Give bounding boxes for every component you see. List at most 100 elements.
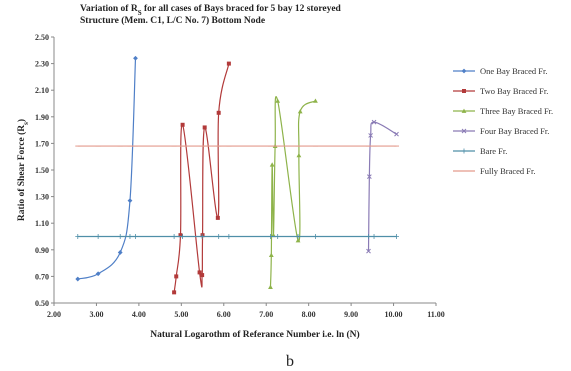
data-point [132, 234, 138, 239]
data-point [202, 125, 207, 130]
data-point [275, 98, 281, 103]
data-point [268, 252, 274, 258]
data-point [133, 55, 138, 61]
data-point [197, 270, 202, 275]
y-label-text: Ratio of Shear Force (R [16, 125, 27, 221]
y-tick-label: 0.90 [35, 246, 49, 255]
series-3 [366, 119, 399, 254]
data-point [127, 198, 133, 203]
legend-swatch-marker [462, 89, 466, 93]
x-axis-ticks: 2.00 3.00 4.00 5.00 6.00 7.00 8.00 9.00 10.00 11.… [47, 303, 445, 319]
series-1 [172, 61, 231, 295]
data-point [199, 234, 205, 239]
data-point [367, 174, 372, 180]
data-point [178, 233, 183, 238]
data-point [171, 234, 177, 239]
y-tick-label: 1.90 [35, 113, 49, 122]
legend-label: Bare Fr. [480, 146, 507, 156]
y-tick-label: 1.70 [35, 139, 49, 148]
data-point [200, 273, 205, 278]
legend: One Bay Braced Fr. Two Bay Braced Fr. Thre… [453, 66, 553, 176]
x-tick-label: 2.00 [47, 310, 61, 319]
title-subscript: S [138, 9, 142, 17]
chart-title-line-1: Variation of RS for all cases of Bays br… [80, 4, 342, 17]
series-0 [75, 55, 138, 282]
legend-swatch-marker [461, 128, 467, 134]
data-point [368, 133, 373, 138]
legend-item: Four Bay Braced Fr. [453, 126, 549, 136]
data-point [117, 250, 123, 255]
data-point [117, 234, 123, 239]
legend-item: Bare Fr. [453, 146, 507, 156]
x-tick-label: 9.00 [344, 310, 358, 319]
legend-item: Two Bay Braced Fr. [453, 86, 548, 96]
data-point [312, 234, 318, 239]
series-line [77, 58, 137, 280]
data-point [296, 152, 302, 158]
data-point [269, 162, 275, 167]
data-point [371, 119, 377, 125]
data-point [313, 98, 318, 103]
legend-label: Three Bay Braced Fr. [480, 106, 553, 116]
y-axis-ticks: 0.50 0.70 0.90 1.10 1.30 1.50 1.70 1.90 2.10 2.30… [35, 33, 54, 308]
plot-area [53, 37, 436, 304]
series-line [173, 63, 230, 293]
series-2 [268, 96, 318, 289]
legend-label: Four Bay Braced Fr. [480, 126, 549, 136]
y-axis-label: Ratio of Shear Force (Rs) [16, 119, 30, 221]
data-point [226, 234, 232, 239]
y-label-text: ) [16, 119, 27, 122]
data-point [174, 274, 179, 279]
y-tick-label: 1.30 [35, 193, 49, 202]
legend-item: Three Bay Braced Fr. [453, 106, 553, 116]
data-point [366, 248, 371, 254]
x-tick-label: 8.00 [302, 310, 316, 319]
chart-title-line-2: Structure (Mem. C1, L/C No. 7) Bottom No… [80, 15, 265, 26]
legend-swatch-marker [461, 68, 467, 74]
legend-label: Two Bay Braced Fr. [480, 86, 548, 96]
legend-item: Fully Braced Fr. [453, 166, 535, 176]
x-tick-label: 10.00 [385, 310, 403, 319]
data-point [275, 234, 281, 239]
y-tick-label: 2.50 [35, 33, 49, 42]
data-point [267, 234, 273, 239]
x-tick-label: 4.00 [132, 310, 146, 319]
series-line [269, 96, 316, 288]
data-point [394, 234, 400, 239]
legend-swatch-marker [461, 108, 467, 113]
y-label-subscript: s [22, 122, 30, 125]
figure-caption: b [286, 353, 294, 370]
title-text: Variation of R [80, 4, 138, 14]
data-point [295, 238, 301, 243]
data-point [297, 109, 303, 114]
legend-label: One Bay Braced Fr. [480, 66, 548, 76]
data-point [75, 276, 81, 282]
data-point [95, 234, 101, 239]
y-tick-label: 0.50 [35, 299, 49, 308]
x-tick-label: 3.00 [89, 310, 103, 319]
data-point [394, 131, 399, 137]
data-point [172, 290, 177, 295]
data-point [216, 234, 222, 239]
legend-swatch-marker [461, 148, 467, 154]
series-layer [75, 55, 400, 295]
title-text: for all cases of Bays braced for 5 bay 1… [142, 4, 342, 14]
x-tick-label: 6.00 [217, 310, 231, 319]
legend-label: Fully Braced Fr. [480, 166, 535, 176]
y-tick-label: 2.10 [35, 86, 49, 95]
x-tick-label: 11.00 [427, 310, 445, 319]
y-tick-label: 1.10 [35, 219, 49, 228]
series-4 [75, 234, 400, 239]
data-point [216, 110, 221, 115]
x-tick-label: 7.00 [259, 310, 273, 319]
data-point [75, 234, 81, 239]
legend-item: One Bay Braced Fr. [453, 66, 548, 76]
data-point [180, 122, 185, 127]
title-text: Structure (Mem. C1, L/C No. 7) Bottom No… [80, 15, 265, 26]
data-point [226, 61, 231, 66]
y-tick-label: 2.30 [35, 60, 49, 69]
data-point [127, 234, 133, 239]
x-tick-label: 5.00 [174, 310, 188, 319]
data-point [366, 234, 372, 239]
